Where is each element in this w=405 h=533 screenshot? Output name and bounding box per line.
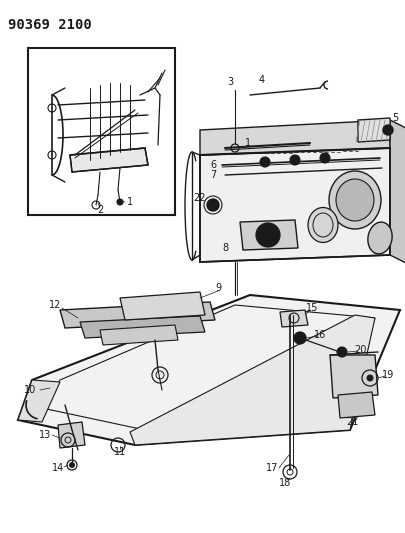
Polygon shape bbox=[357, 118, 389, 142]
Text: 17: 17 bbox=[265, 463, 277, 473]
Text: 4: 4 bbox=[258, 75, 264, 85]
Text: 6: 6 bbox=[209, 160, 215, 170]
Text: 1: 1 bbox=[127, 197, 133, 207]
Text: 3: 3 bbox=[226, 77, 232, 87]
Text: 15: 15 bbox=[305, 303, 318, 313]
Polygon shape bbox=[58, 422, 85, 448]
Text: 14: 14 bbox=[52, 463, 64, 473]
Polygon shape bbox=[130, 315, 374, 445]
Polygon shape bbox=[100, 325, 177, 345]
Polygon shape bbox=[329, 355, 377, 398]
Circle shape bbox=[366, 375, 372, 381]
Text: 12: 12 bbox=[49, 300, 61, 310]
Bar bbox=[28, 48, 175, 215]
Polygon shape bbox=[120, 292, 205, 320]
Circle shape bbox=[117, 199, 123, 205]
Circle shape bbox=[207, 199, 218, 211]
Text: 20: 20 bbox=[353, 345, 365, 355]
Text: 9: 9 bbox=[214, 283, 220, 293]
Circle shape bbox=[319, 153, 329, 163]
Polygon shape bbox=[200, 120, 389, 155]
Text: 18: 18 bbox=[278, 478, 290, 488]
Polygon shape bbox=[279, 310, 307, 327]
Polygon shape bbox=[80, 316, 205, 338]
Text: 19: 19 bbox=[381, 370, 393, 380]
Text: 13: 13 bbox=[39, 430, 51, 440]
Ellipse shape bbox=[307, 207, 337, 243]
Circle shape bbox=[256, 223, 279, 247]
Circle shape bbox=[336, 347, 346, 357]
Text: 90369 2100: 90369 2100 bbox=[8, 18, 92, 32]
Text: 7: 7 bbox=[209, 170, 215, 180]
Ellipse shape bbox=[367, 222, 391, 254]
Polygon shape bbox=[18, 380, 60, 422]
Text: 21: 21 bbox=[345, 417, 357, 427]
Circle shape bbox=[289, 155, 299, 165]
Text: 8: 8 bbox=[222, 243, 228, 253]
Polygon shape bbox=[389, 120, 405, 263]
Circle shape bbox=[261, 229, 273, 241]
Text: 10: 10 bbox=[24, 385, 36, 395]
Circle shape bbox=[382, 125, 392, 135]
Polygon shape bbox=[70, 148, 148, 172]
Ellipse shape bbox=[335, 179, 373, 221]
Text: 22: 22 bbox=[193, 193, 206, 203]
Circle shape bbox=[259, 157, 269, 167]
Circle shape bbox=[293, 332, 305, 344]
Polygon shape bbox=[239, 220, 297, 250]
Text: 1: 1 bbox=[244, 138, 250, 148]
Text: 5: 5 bbox=[391, 113, 397, 123]
Circle shape bbox=[69, 463, 74, 467]
Text: 16: 16 bbox=[313, 330, 325, 340]
Polygon shape bbox=[337, 392, 374, 418]
Text: 11: 11 bbox=[113, 447, 126, 457]
Ellipse shape bbox=[328, 171, 380, 229]
Polygon shape bbox=[18, 295, 399, 445]
Polygon shape bbox=[60, 302, 215, 328]
Text: 2: 2 bbox=[97, 205, 103, 215]
Polygon shape bbox=[200, 148, 389, 262]
